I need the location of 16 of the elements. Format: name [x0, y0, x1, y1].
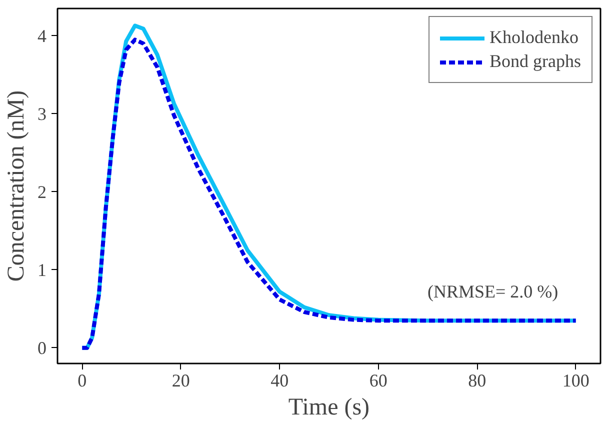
x-tick-label: 40 — [270, 370, 289, 390]
y-tick-label: 0 — [38, 338, 46, 358]
x-tick-label: 60 — [369, 370, 388, 390]
x-tick-label: 20 — [172, 370, 190, 390]
annotation: (NRMSE= 2.0 %) — [428, 282, 558, 302]
y-tick-label: 1 — [38, 260, 46, 280]
y-axis-title: Concentration (nM) — [4, 90, 30, 282]
y-tick-label: 4 — [38, 26, 46, 46]
legend-label: Kholodenko — [490, 27, 578, 48]
x-tick-label: 0 — [78, 370, 87, 390]
x-tick-label: 80 — [468, 370, 486, 390]
x-axis-title: Time (s) — [288, 394, 370, 420]
x-tick-label: 100 — [562, 370, 590, 390]
legend-label: Bond graphs — [490, 51, 581, 72]
y-tick-label: 2 — [38, 182, 46, 202]
y-tick-label: 3 — [38, 104, 46, 124]
